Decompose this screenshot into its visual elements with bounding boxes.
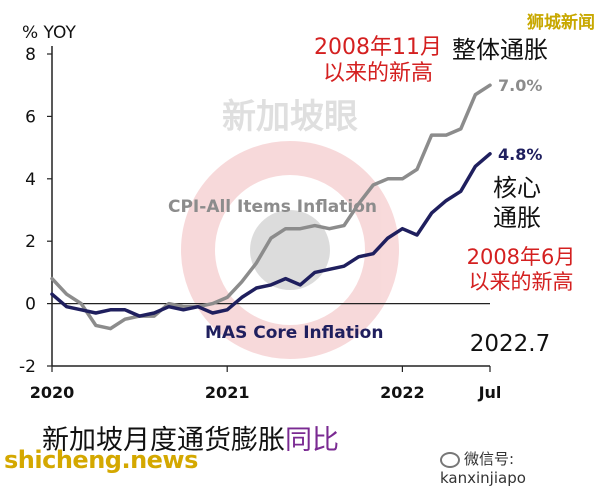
watermark-text: 新加坡眼 — [222, 97, 358, 137]
wechat-id: 微信号: kanxinjiapo — [440, 448, 601, 487]
brand-website: shicheng.news — [4, 446, 198, 474]
x-tick-label: Jul — [478, 383, 502, 402]
brand-logo-top: 狮城新闻 — [527, 13, 595, 33]
series-name-cpi: CPI-All Items Inflation — [168, 197, 377, 217]
annotation-date: 2022.7 — [470, 331, 550, 357]
end-value-label: 7.0% — [498, 76, 542, 95]
annotation-core-note: 2008年6月 — [467, 245, 576, 269]
y-axis-label: % YOY — [22, 23, 76, 43]
wechat-icon — [440, 451, 460, 468]
end-value-label: 4.8% — [498, 145, 542, 164]
axes: -2 0 2 4 6 8% YOY 2020 2021 2022 Jul — [19, 23, 501, 402]
caption-accent: 同比 — [285, 425, 339, 456]
series-line-core — [50, 152, 492, 318]
y-tick-label: 2 — [25, 232, 36, 252]
series-labels: 7.0% 4.8% CPI-All Items Inflation MAS Core … — [168, 76, 542, 343]
series-name-core: MAS Core Inflation — [205, 323, 383, 343]
series-layer — [50, 83, 492, 331]
x-tick-label: 2022 — [380, 383, 425, 402]
annotation-cpi-note: 2008年11月 — [314, 35, 442, 60]
y-tick-label: 4 — [25, 170, 36, 190]
caption-main: 新加坡月度通货膨胀 — [42, 425, 285, 456]
inflation-chart: 新加坡眼 -2 0 2 4 6 8% YOY 2020 2021 2022 Jul 7.0% 4.8… — [19, 23, 575, 402]
y-tick-label: 8 — [25, 45, 36, 65]
watermark: 新加坡眼 — [181, 97, 399, 359]
y-tick-label: -2 — [19, 357, 36, 377]
annotation-cpi-term: 整体通胀 — [452, 36, 548, 64]
annotation-core-note: 以来的新高 — [469, 270, 574, 294]
y-tick-label: 0 — [25, 295, 36, 315]
x-tick-label: 2021 — [205, 383, 250, 402]
series-line-cpi — [50, 83, 492, 331]
annotation-core-term: 核心 — [493, 174, 541, 202]
x-tick-label: 2020 — [30, 383, 75, 402]
annotation-cpi-note: 以来的新高 — [323, 61, 433, 86]
annotation-core-term: 通胀 — [493, 204, 541, 232]
y-tick-label: 6 — [25, 107, 36, 127]
chart-caption: 新加坡月度通货膨胀同比 — [42, 418, 339, 457]
